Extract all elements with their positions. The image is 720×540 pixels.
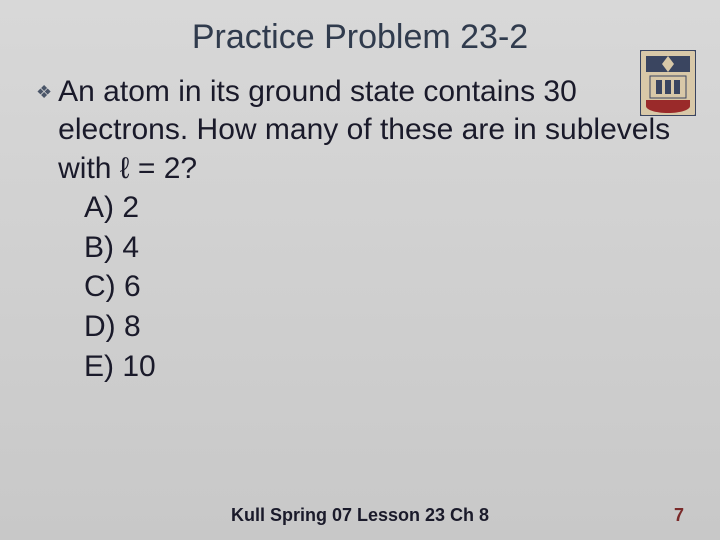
slide: Practice Problem 23-2 ❖ An atom in its g… — [0, 0, 720, 540]
question-row: ❖ An atom in its ground state contains 3… — [36, 73, 684, 188]
option-b: B) 4 — [84, 228, 684, 268]
options-list: A) 2 B) 4 C) 6 D) 8 E) 10 — [36, 188, 684, 386]
slide-title: Practice Problem 23-2 — [36, 18, 684, 57]
page-number: 7 — [674, 505, 684, 526]
slide-body: ❖ An atom in its ground state contains 3… — [36, 73, 684, 386]
footer-text: Kull Spring 07 Lesson 23 Ch 8 — [0, 505, 720, 526]
question-text: An atom in its ground state contains 30 … — [58, 73, 684, 188]
bullet-icon: ❖ — [36, 83, 52, 101]
option-e: E) 10 — [84, 347, 684, 387]
option-d: D) 8 — [84, 307, 684, 347]
option-c: C) 6 — [84, 267, 684, 307]
option-a: A) 2 — [84, 188, 684, 228]
